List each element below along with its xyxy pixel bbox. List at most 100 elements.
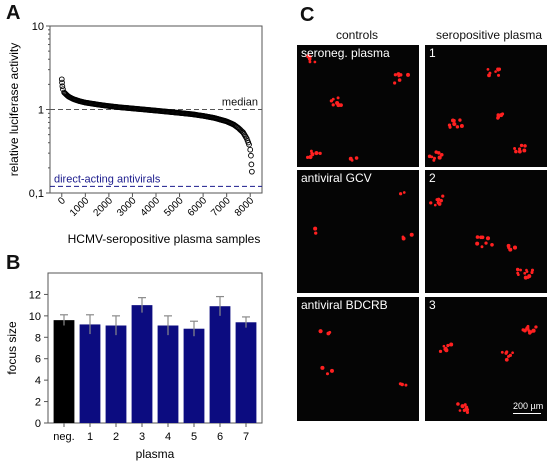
y-tick-label: 2 — [35, 397, 41, 409]
infected-cell — [452, 121, 457, 127]
infected-cell — [517, 149, 522, 154]
y-tick-label: 1 — [38, 105, 44, 117]
infected-cell — [439, 153, 444, 157]
infected-cell — [452, 118, 456, 123]
micrograph-label: 2 — [429, 171, 436, 185]
infected-cell — [500, 350, 504, 354]
y-tick-label: 10 — [29, 311, 41, 323]
infected-cell — [308, 60, 312, 64]
infected-cell — [314, 150, 319, 156]
column-header-seropositive: seropositive plasma — [435, 28, 543, 42]
infected-cell — [455, 125, 460, 129]
infected-cell — [463, 408, 467, 412]
micrograph-seronegative: seroneg. plasma — [297, 45, 419, 167]
infected-cell — [434, 150, 438, 154]
infected-cell — [350, 158, 354, 162]
infected-cell — [534, 325, 538, 329]
infected-cell — [490, 242, 494, 247]
bar — [235, 322, 257, 423]
infected-cell — [465, 410, 470, 414]
x-tick-label: 1 — [87, 431, 93, 443]
infected-cell — [441, 194, 445, 198]
infected-cell — [397, 78, 402, 82]
data-point — [238, 127, 245, 134]
bar — [79, 324, 101, 423]
infected-cell — [401, 235, 405, 239]
infected-cell — [523, 144, 527, 148]
infected-cell — [427, 154, 432, 159]
infected-cell — [530, 270, 534, 275]
infected-cell — [514, 149, 518, 154]
infected-cell — [496, 115, 500, 120]
infected-cell — [398, 73, 403, 77]
scale-bar — [513, 413, 541, 414]
infected-cell — [330, 368, 334, 373]
infected-cell — [479, 235, 483, 240]
infected-cell — [406, 72, 410, 77]
infected-cell — [398, 382, 402, 386]
infected-cell — [429, 201, 433, 205]
infected-cell — [475, 235, 480, 239]
median-label: median — [222, 97, 258, 109]
infected-cell — [306, 155, 310, 160]
infected-cell — [519, 268, 522, 272]
micrograph-plasma-1: 1 — [425, 45, 547, 167]
infected-cell — [325, 372, 330, 376]
infected-cell — [320, 365, 325, 370]
infected-cell — [527, 274, 532, 279]
bar — [183, 328, 205, 423]
x-tick-label: 2 — [113, 431, 119, 443]
infected-cell — [308, 154, 313, 160]
infected-cell — [328, 330, 332, 334]
infected-cell — [496, 113, 500, 117]
infected-cell — [432, 158, 436, 162]
infected-cell — [504, 351, 508, 355]
infected-cell — [464, 405, 469, 410]
infected-cell — [497, 73, 501, 77]
data-point — [248, 152, 254, 159]
plot-frame — [47, 272, 263, 424]
panel-label-a: A — [6, 2, 21, 24]
infected-cell — [522, 148, 527, 153]
scale-bar-label: 200 µm — [513, 401, 544, 411]
infected-cell — [393, 73, 397, 77]
data-point — [247, 146, 254, 153]
infected-cell — [496, 68, 500, 72]
infected-cell — [488, 71, 492, 75]
bar — [131, 305, 153, 423]
micrograph-label: 1 — [429, 46, 436, 60]
infected-cell — [444, 348, 449, 353]
infected-cell — [314, 231, 318, 235]
micrograph-label: 3 — [429, 298, 436, 312]
infected-cell — [393, 81, 397, 85]
x-tick-label: 7 — [243, 431, 249, 443]
infected-cell — [484, 241, 488, 245]
x-axis-label: HCMV-seropositive plasma samples — [68, 232, 261, 246]
y-axis-label: relative luciferase activity — [7, 43, 21, 176]
infected-cell — [398, 192, 403, 196]
x-axis-label: plasma — [136, 447, 175, 461]
infected-cell — [500, 112, 505, 116]
micrograph-label: antiviral BDCRB — [301, 298, 388, 312]
bar — [105, 325, 127, 423]
infected-cell — [409, 232, 414, 237]
infected-cell — [515, 267, 520, 272]
cell-foci-layer — [318, 329, 408, 387]
micrograph-gcv: antiviral GCV — [297, 170, 419, 293]
infected-cell — [485, 236, 491, 241]
infected-cell — [442, 344, 446, 348]
x-tick-label: neg. — [53, 431, 74, 443]
x-tick-label: 6 — [217, 431, 223, 443]
infected-cell — [439, 198, 443, 203]
infected-cell — [449, 342, 454, 347]
micrograph-label: seroneg. plasma — [301, 46, 390, 60]
infected-cell — [404, 383, 408, 387]
cell-foci-layer — [429, 194, 535, 280]
infected-cell — [517, 273, 520, 277]
infected-cell — [523, 328, 527, 333]
infected-cell — [435, 198, 439, 202]
data-point — [59, 79, 65, 86]
x-tick-label: 4 — [165, 431, 171, 443]
